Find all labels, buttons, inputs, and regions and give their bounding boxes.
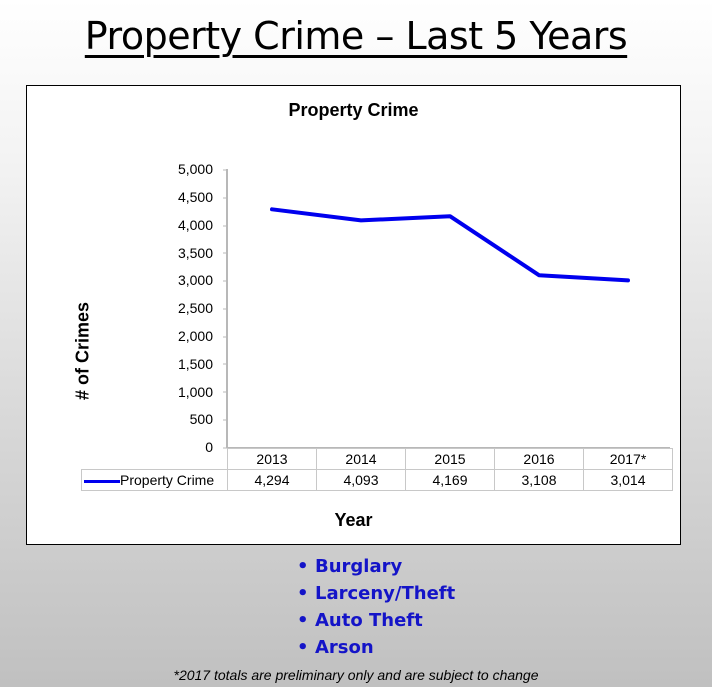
table-header-row: 2013 2014 2015 2016 2017* xyxy=(81,448,673,470)
y-tick: 500 xyxy=(189,411,213,427)
x-tick: 2016 xyxy=(494,448,584,470)
chart-title: Property Crime xyxy=(288,100,419,120)
y-tick: 3,500 xyxy=(177,245,213,261)
x-tick: 2014 xyxy=(316,448,406,470)
y-tick: 1,000 xyxy=(177,384,213,400)
y-tick: 4,500 xyxy=(177,189,213,205)
slide-title: Property Crime – Last 5 Years xyxy=(84,14,628,58)
bullet-icon: • xyxy=(297,556,309,577)
table-cell: 4,294 xyxy=(227,469,317,491)
y-tick: 1,500 xyxy=(177,356,213,372)
legend-entry: Property Crime xyxy=(81,469,228,491)
list-item: • Auto Theft xyxy=(297,607,455,634)
y-tick: 3,000 xyxy=(177,272,213,288)
bullet-icon: • xyxy=(297,637,309,658)
y-tick: 4,000 xyxy=(177,217,213,233)
crime-type-list: • Burglary • Larceny/Theft • Auto Theft • Ar… xyxy=(297,553,455,661)
bullet-icon: • xyxy=(297,610,309,631)
chart-container: Property Crime # of Crimes 5,000 4,500 4… xyxy=(26,85,681,545)
list-item: • Burglary xyxy=(297,553,455,580)
table-cell: 3,108 xyxy=(494,469,584,491)
table-cell: 4,169 xyxy=(405,469,495,491)
x-tick: 2015 xyxy=(405,448,495,470)
table-cell: 3,014 xyxy=(583,469,673,491)
legend-line-icon xyxy=(84,479,120,483)
x-axis-label: Year xyxy=(334,510,373,530)
series-line-property-crime xyxy=(270,207,630,283)
table-row: Property Crime 4,294 4,093 4,169 3,108 3… xyxy=(81,469,673,491)
bullet-icon: • xyxy=(297,583,309,604)
y-tick: 2,500 xyxy=(177,300,213,316)
table-cell: 4,093 xyxy=(316,469,406,491)
data-table: 2013 2014 2015 2016 2017* Property Crime… xyxy=(81,448,673,491)
x-tick: 2013 xyxy=(227,448,317,470)
y-tick: 5,000 xyxy=(177,161,213,177)
list-item: • Larceny/Theft xyxy=(297,580,455,607)
list-item: • Arson xyxy=(297,634,455,661)
x-tick: 2017* xyxy=(583,448,673,470)
y-tick: 0 xyxy=(205,439,213,455)
y-tick: 2,000 xyxy=(177,328,213,344)
footnote: *2017 totals are preliminary only and ar… xyxy=(173,667,539,683)
